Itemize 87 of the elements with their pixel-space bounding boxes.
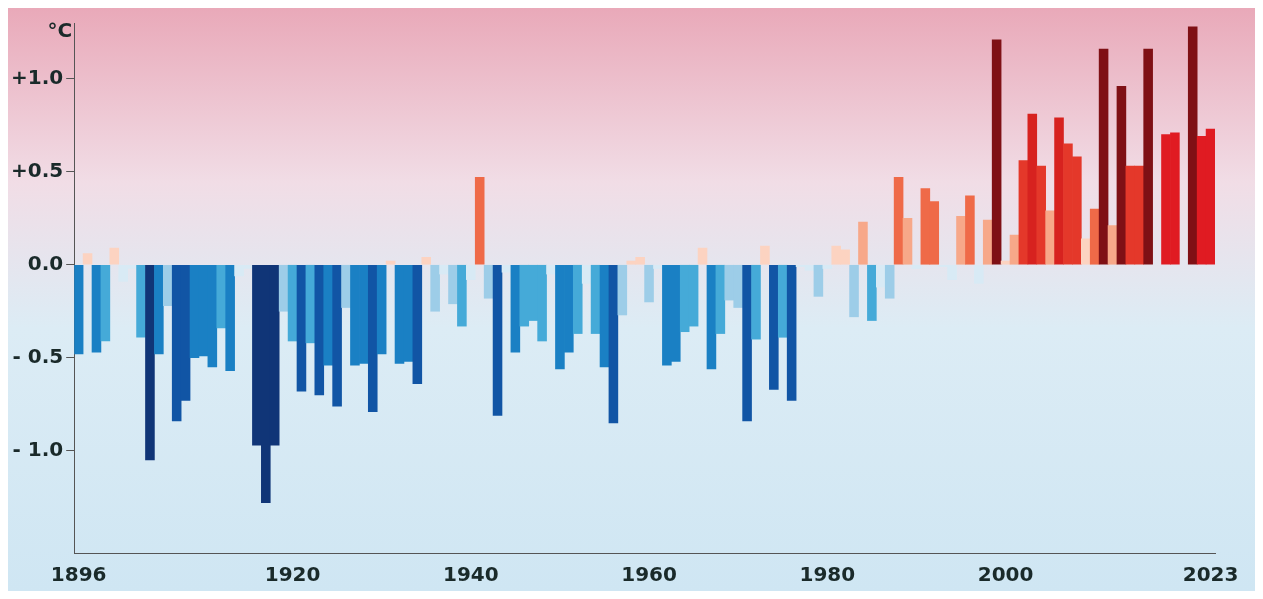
bar (100, 264, 111, 342)
bar (91, 264, 102, 353)
bar (617, 264, 628, 316)
bar (1080, 238, 1091, 265)
bar (1018, 160, 1029, 265)
bar (162, 264, 173, 306)
bar (902, 217, 913, 265)
x-tick-label: 1920 (264, 562, 321, 587)
bar (421, 256, 432, 265)
bar (341, 264, 351, 308)
bar (581, 264, 592, 284)
bar (367, 264, 378, 412)
bar (1009, 234, 1020, 265)
bar (706, 264, 717, 370)
bar (982, 219, 993, 265)
bar (572, 264, 583, 334)
bar (911, 264, 922, 269)
x-tick-label: 2000 (977, 562, 1034, 587)
x-tick-label: 2023 (1182, 562, 1239, 587)
bar (376, 264, 387, 355)
bar (82, 253, 93, 265)
bar (225, 264, 235, 372)
y-axis-title: °C (47, 18, 73, 43)
bar (1143, 48, 1153, 265)
bar (1187, 26, 1198, 265)
bar (466, 264, 476, 280)
bar (412, 264, 423, 385)
bar (991, 39, 1002, 265)
bar (474, 177, 485, 265)
bar (751, 264, 761, 340)
bar (875, 264, 886, 288)
bar (278, 264, 289, 312)
bar (813, 264, 824, 297)
y-tick-label: - 1.0 (12, 436, 64, 461)
bar (1098, 48, 1109, 265)
bar (457, 264, 467, 327)
x-tick-label: 1896 (50, 562, 107, 587)
bar (136, 264, 146, 338)
y-tick-label: - 0.5 (12, 343, 64, 368)
bar (1045, 210, 1055, 265)
bar (644, 264, 654, 303)
bar (1000, 260, 1011, 265)
bar (590, 264, 601, 334)
bar (822, 264, 833, 269)
bar (974, 264, 984, 284)
bar (1036, 165, 1046, 265)
bar (216, 264, 227, 329)
y-tick-label: +1.0 (11, 64, 64, 89)
x-tick-label: 1980 (799, 562, 856, 587)
bar (296, 264, 307, 392)
bar (1107, 225, 1118, 265)
bar (956, 216, 966, 265)
bar (501, 264, 512, 273)
bar (965, 195, 975, 265)
y-tick-label: 0.0 (27, 250, 64, 275)
bar (1054, 117, 1064, 265)
bar (1089, 208, 1100, 265)
bar (742, 264, 752, 422)
bar (858, 221, 868, 265)
bar (448, 264, 458, 305)
bar (760, 245, 770, 265)
bar (697, 247, 708, 265)
bar (1116, 85, 1127, 265)
bar (483, 264, 494, 299)
bar (777, 264, 788, 338)
bar (786, 264, 797, 401)
bar (653, 264, 663, 269)
bar (109, 247, 120, 265)
bar (492, 264, 503, 416)
bar (769, 264, 779, 390)
y-tick-label: +0.5 (11, 157, 64, 182)
bar (385, 260, 396, 265)
bar (599, 264, 610, 368)
bar (430, 264, 440, 312)
x-tick-label: 1960 (621, 562, 677, 587)
bar (893, 177, 904, 265)
x-tick-label: 1940 (442, 562, 499, 587)
bar (323, 264, 333, 366)
bar (145, 264, 155, 461)
bar (314, 264, 325, 396)
bar (867, 264, 877, 321)
bar (608, 264, 619, 424)
bar (154, 264, 164, 355)
bar (332, 264, 342, 407)
bar (884, 264, 895, 299)
bar (287, 264, 298, 342)
bar (849, 264, 859, 318)
